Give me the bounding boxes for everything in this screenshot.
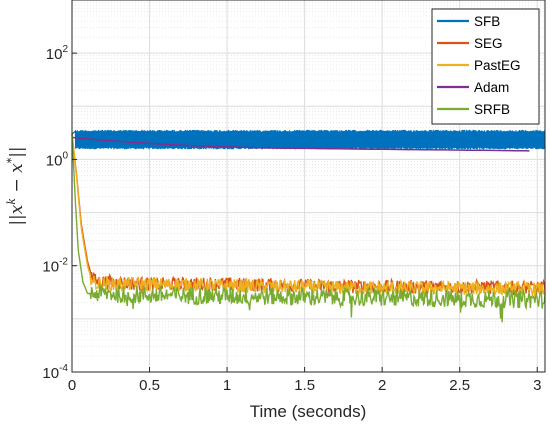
y-axis-label-minus: − [7, 173, 27, 198]
series-line-adam [71, 136, 530, 152]
legend-label-srfb: SRFB [474, 102, 510, 117]
y-tick-label: 10-4 [42, 363, 68, 382]
y-axis-label-star: * [5, 157, 18, 163]
x-tick-label: 2 [378, 377, 386, 394]
y-axis-label-bars-close: || [7, 146, 27, 157]
series-line-pasteg [71, 134, 546, 299]
legend-label-adam: Adam [474, 80, 509, 95]
x-axis-label: Time (seconds) [250, 402, 367, 421]
series-line-srfb [71, 134, 546, 323]
y-axis-label-k: k [5, 198, 18, 205]
y-tick-label: 100 [46, 150, 69, 169]
y-tick-label: 10-2 [42, 257, 68, 276]
x-tick-label: 1.5 [294, 377, 315, 394]
x-tick-label: 0 [68, 377, 76, 394]
x-tick-label: 3 [533, 377, 541, 394]
legend-label-sfb: SFB [474, 14, 500, 29]
x-tick-label: 0.5 [139, 377, 160, 394]
legend: SFB SEG PastEG Adam SRFB [431, 8, 540, 125]
y-tick-label: 102 [46, 44, 69, 63]
legend-box [431, 8, 540, 125]
plot-frame [71, 0, 546, 373]
x-tick-label: 1 [223, 377, 231, 394]
y-axis-label-x1: x [7, 204, 27, 214]
y-axis-label: ||xk − x*|| [5, 146, 27, 225]
x-tick-label: 2.5 [449, 377, 470, 394]
legend-label-pasteg: PastEG [474, 58, 521, 73]
y-axis-label-bars-open: || [7, 214, 27, 225]
x-ticks: 0 0.5 1 1.5 2 2.5 3 [68, 367, 541, 394]
series-line-sfb [71, 129, 546, 150]
legend-label-seg: SEG [474, 36, 503, 51]
series-layer [71, 129, 546, 323]
y-ticks: 10-4 10-2 100 102 [42, 44, 77, 382]
y-axis-label-x2: x [7, 163, 27, 173]
